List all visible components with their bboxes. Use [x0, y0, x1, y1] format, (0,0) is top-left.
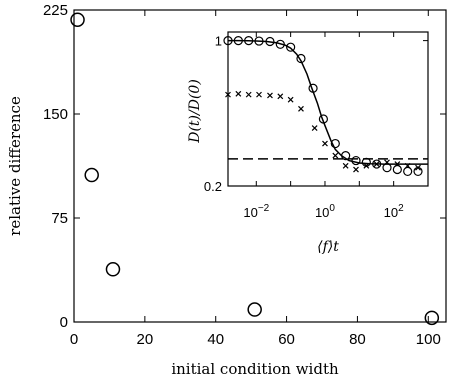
- inset-x-point: [363, 162, 370, 169]
- inset-content: 10−2 100 102 0.2 1: [204, 32, 428, 220]
- data-point: [247, 302, 262, 317]
- x-tick-label: 80: [349, 331, 366, 348]
- inset-circle-point: [382, 163, 392, 173]
- data-point: [424, 310, 440, 326]
- inset-circle-point: [275, 39, 285, 49]
- inset-x-axis-label: ⟨f⟩t: [317, 239, 339, 255]
- data-point: [70, 12, 85, 27]
- inset-x-point: [394, 161, 401, 167]
- x-tick-label: 60: [278, 331, 295, 348]
- main-ticks: 0 20 40 60 80 100 0 75 150 225: [43, 2, 446, 348]
- inset-x-point: [267, 92, 273, 99]
- inset-circle-point: [351, 155, 361, 166]
- y-tick-label: 150: [43, 106, 68, 123]
- inset-y-axis-label: D(t)/D(0): [187, 79, 203, 144]
- inset-x-point: [384, 159, 390, 166]
- y-axis-label: relative difference: [6, 96, 24, 236]
- inset-circle-point: [286, 42, 296, 52]
- data-point: [84, 167, 99, 183]
- y-tick-label: 0: [60, 314, 68, 331]
- y-tick-label: 75: [51, 210, 68, 227]
- inset-x-point: [342, 162, 349, 169]
- inset-x-point: [311, 125, 318, 131]
- inset-x-point: [235, 90, 242, 97]
- inset-circle-point: [254, 36, 264, 46]
- inset-x-point: [353, 166, 359, 173]
- inset-circle-point: [233, 36, 243, 46]
- y-tick-label: 225: [43, 2, 68, 19]
- x-axis-label: initial condition width: [171, 360, 339, 378]
- inset-x-tick-label: 10−2: [243, 203, 269, 220]
- inset-circle-point: [341, 151, 351, 161]
- inset-circle-point: [403, 166, 413, 177]
- x-tick-label: 40: [207, 331, 224, 348]
- inset-y-tick-label: 0.2: [204, 179, 222, 194]
- inset-x-point: [332, 152, 339, 159]
- x-tick-label: 100: [416, 331, 441, 348]
- inset-x-point: [322, 140, 328, 147]
- inset-x-point: [287, 96, 294, 103]
- inset-circle-point: [244, 36, 254, 46]
- inset-background: [228, 32, 428, 186]
- inset-x-tick-label: 102: [384, 203, 404, 220]
- inset-x-point: [245, 91, 252, 98]
- inset-circle-point: [372, 159, 382, 169]
- inset-circle-point: [308, 83, 318, 93]
- inset-circle-point: [265, 36, 275, 47]
- inset-x-point: [277, 93, 284, 100]
- inset-x-tick-label: 100: [315, 203, 335, 220]
- data-point: [105, 262, 121, 277]
- inset-x-point: [256, 91, 262, 98]
- inset-circle-point: [392, 164, 402, 175]
- inset-x-point: [404, 162, 411, 169]
- inset-y-tick-label: 1: [215, 34, 222, 49]
- x-tick-label: 20: [137, 331, 154, 348]
- main-data-points: [70, 12, 440, 326]
- inset-circle-point: [318, 114, 329, 124]
- inset-circle-point: [330, 138, 340, 149]
- main-plot-frame: [73, 9, 447, 323]
- inset-circle-point: [296, 53, 306, 64]
- inset-x-point: [298, 105, 304, 112]
- x-tick-label: 0: [70, 331, 78, 348]
- inset-x-point: [373, 161, 380, 167]
- inset-plot-frame: [227, 31, 429, 187]
- inset-x-point: [415, 164, 421, 171]
